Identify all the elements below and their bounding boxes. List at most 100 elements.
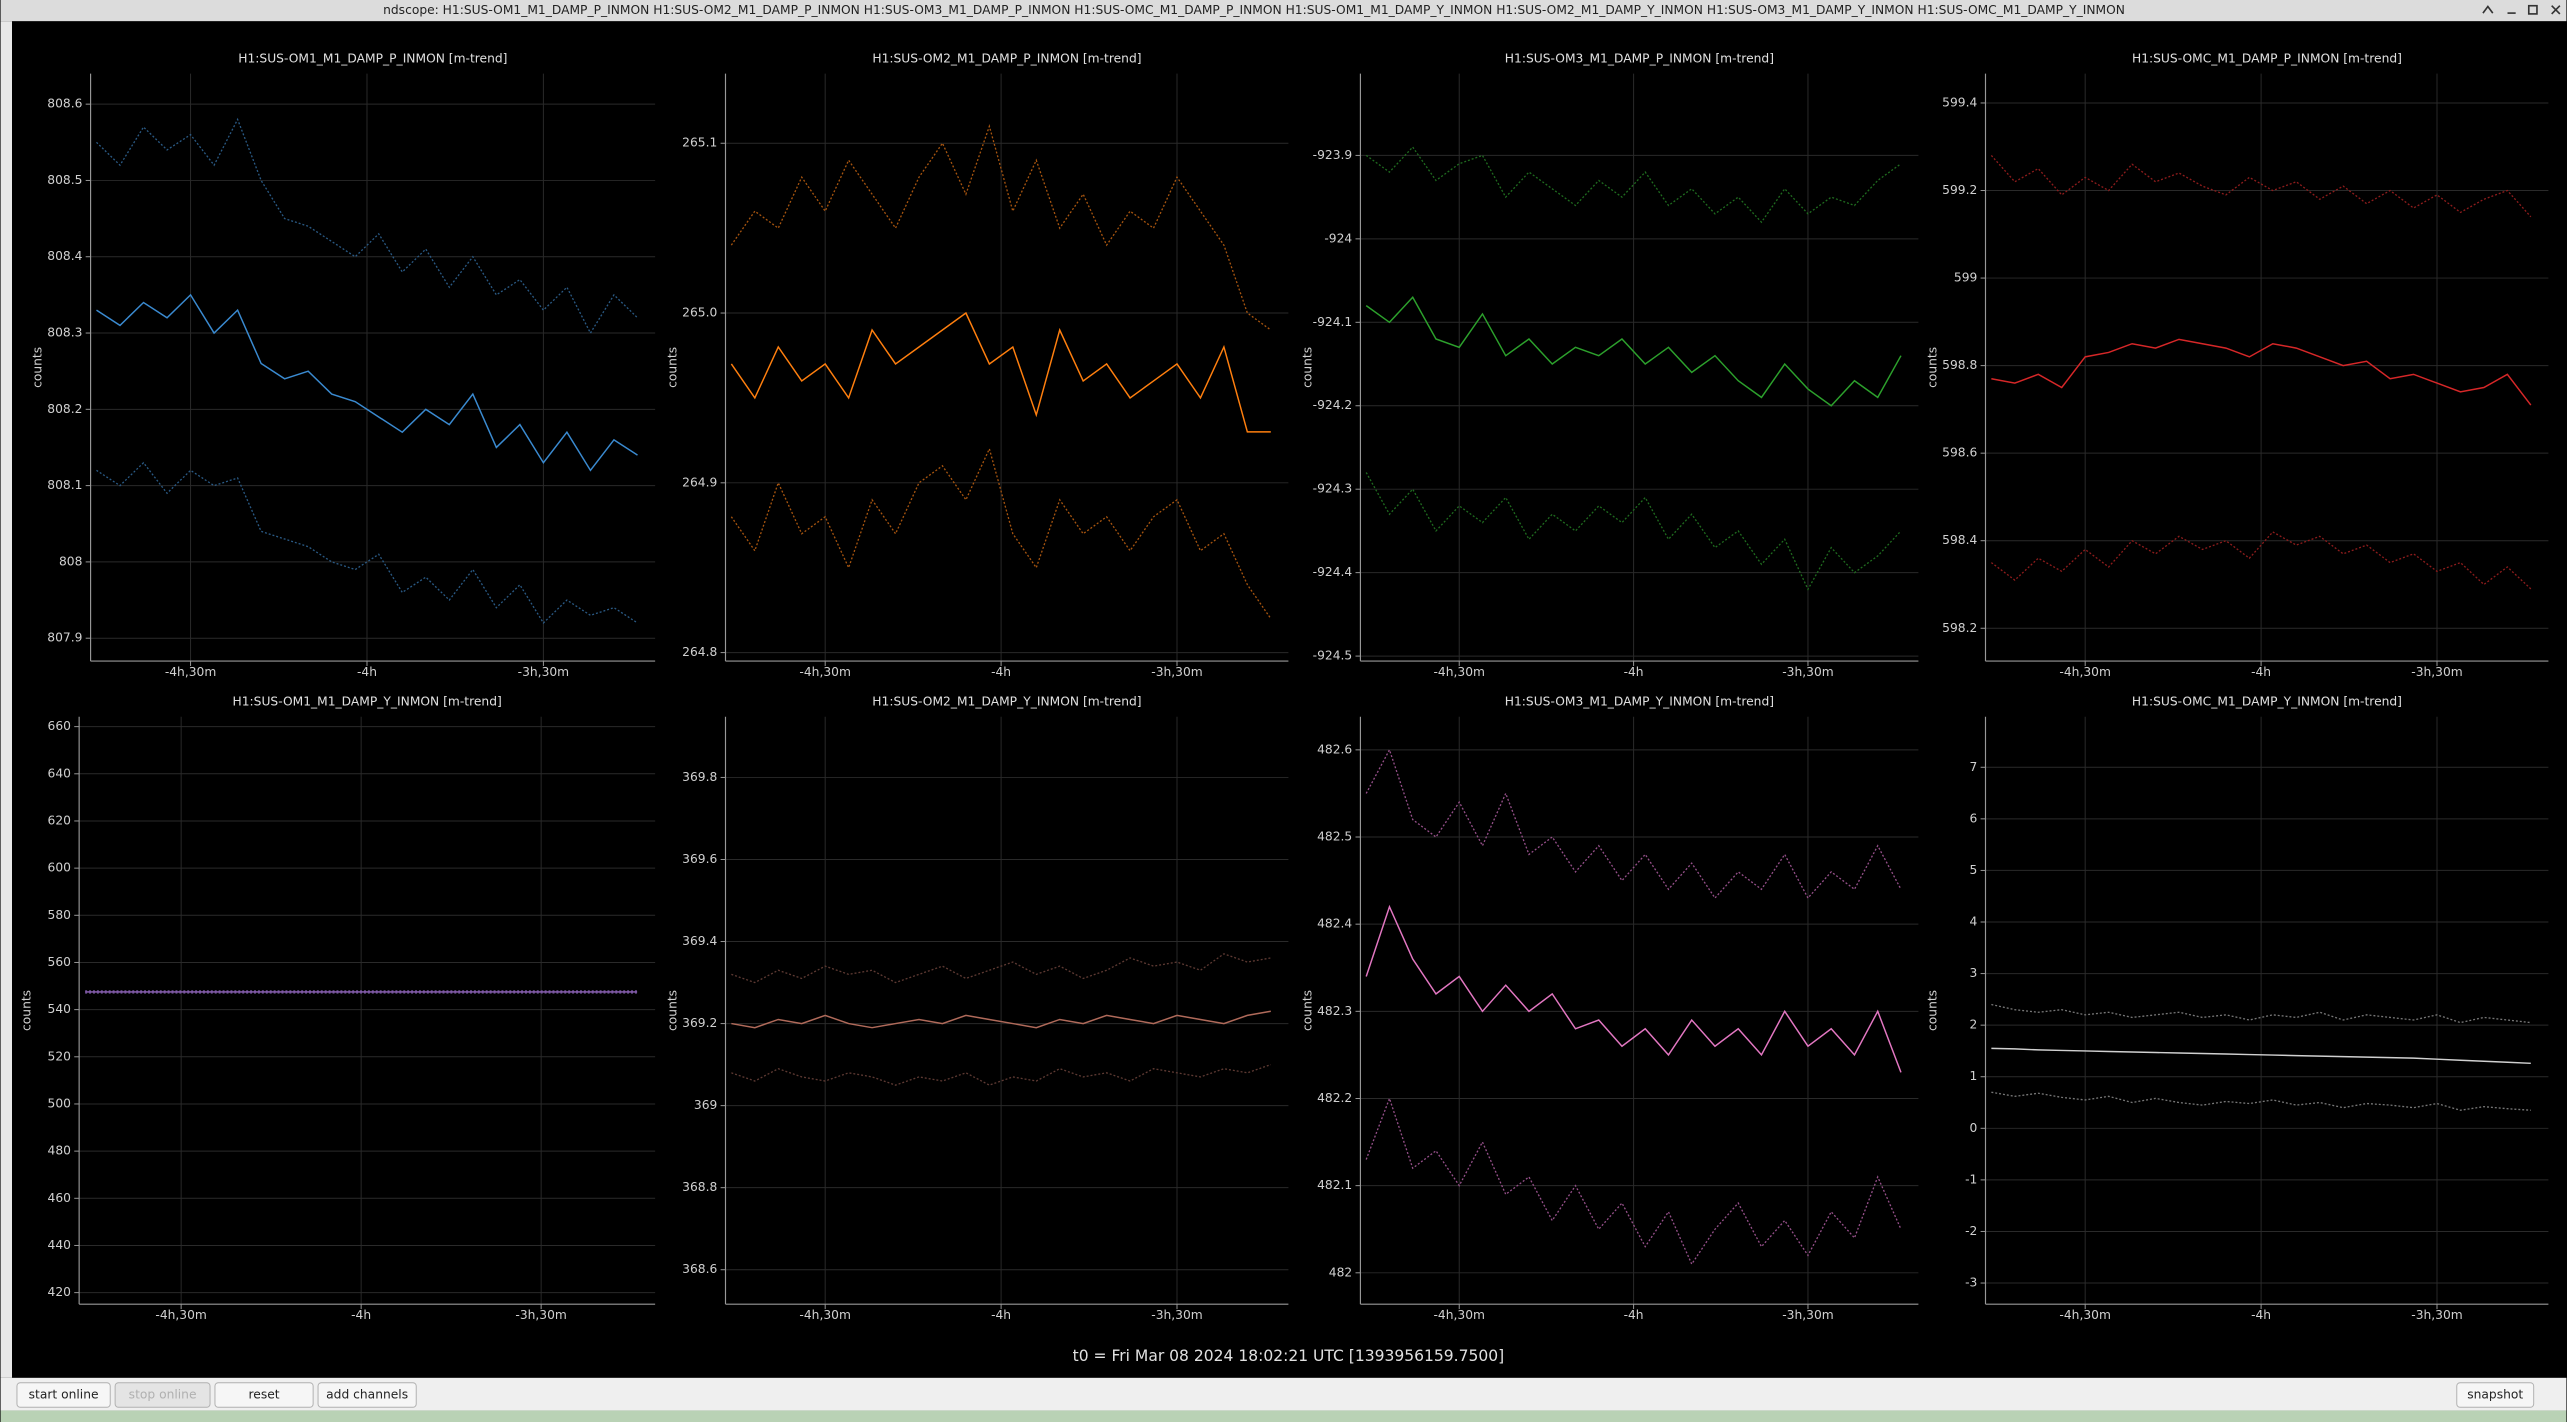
- y-tick-label: 808.1: [47, 478, 82, 492]
- chart-title: H1:SUS-OM3_M1_DAMP_P_INMON [m-trend]: [1505, 51, 1774, 65]
- y-tick-label: 808.3: [47, 326, 82, 340]
- chart-title: H1:SUS-OM3_M1_DAMP_Y_INMON [m-trend]: [1505, 695, 1774, 709]
- y-tick-label: 5: [1970, 863, 1978, 877]
- y-tick-label: 482.5: [1317, 830, 1352, 844]
- y-tick-label: 482.6: [1317, 742, 1352, 756]
- button[interactable]: add channels: [317, 1382, 417, 1408]
- y-tick-label: 264.8: [682, 645, 717, 659]
- y-tick-label: 7: [1970, 760, 1978, 774]
- button-frame[interactable]: [317, 1382, 417, 1408]
- chart-title: H1:SUS-OM1_M1_DAMP_Y_INMON [m-trend]: [233, 695, 502, 709]
- x-tick-label: -3h,30m: [2411, 1308, 2462, 1322]
- window-controls[interactable]: [2482, 4, 2561, 15]
- y-tick-label: 460: [48, 1191, 71, 1205]
- button-frame[interactable]: [214, 1382, 314, 1408]
- y-axis-label: counts: [19, 990, 33, 1031]
- series-line: [1991, 1003, 2531, 1024]
- y-tick-label: 368.8: [682, 1180, 717, 1194]
- y-tick-label: 440: [48, 1238, 71, 1252]
- series-line: [1365, 904, 1902, 1073]
- button[interactable]: reset: [214, 1382, 314, 1408]
- chart-panel: H1:SUS-OM1_M1_DAMP_P_INMON [m-trend] coun…: [31, 51, 656, 679]
- button-frame: [114, 1382, 211, 1408]
- series-line: [1365, 146, 1902, 224]
- x-tick-label: -4h: [1624, 1308, 1644, 1322]
- y-tick-label: 0: [1970, 1121, 1978, 1135]
- series-group: [1991, 1003, 2531, 1111]
- x-tick-label: -4h: [351, 1308, 371, 1322]
- y-tick-label: 598.2: [1942, 621, 1977, 635]
- button-bar: [0, 1377, 2567, 1411]
- chart-panel: H1:SUS-OMC_M1_DAMP_P_INMON [m-trend] coun…: [1926, 51, 2549, 679]
- left-border: [0, 21, 13, 1378]
- series-line: [730, 124, 1272, 331]
- y-tick-label: 599.2: [1942, 183, 1977, 197]
- series-line: [1991, 338, 2532, 406]
- y-tick-label: 369.6: [682, 852, 717, 866]
- button-label[interactable]: snapshot: [2467, 1388, 2523, 1402]
- button-frame[interactable]: [2456, 1382, 2535, 1408]
- y-tick-label: 500: [48, 1096, 71, 1110]
- y-tick-label: 265.1: [682, 136, 717, 150]
- y-tick-label: 598.6: [1942, 446, 1977, 460]
- y-tick-label: 420: [48, 1285, 71, 1299]
- y-tick-label: 580: [48, 908, 71, 922]
- button-label[interactable]: start online: [29, 1388, 99, 1402]
- button: stop online: [114, 1382, 211, 1408]
- y-tick-label: 598.8: [1942, 358, 1977, 372]
- series-line: [1365, 472, 1902, 591]
- y-tick-label: -924.1: [1313, 315, 1353, 329]
- y-axis-label: counts: [1301, 990, 1315, 1031]
- x-tick-label: -4h,30m: [2059, 1308, 2110, 1322]
- button-frame[interactable]: [16, 1382, 111, 1408]
- y-tick-label: 369.8: [682, 770, 717, 784]
- y-tick-label: -924.5: [1313, 649, 1353, 663]
- y-tick-label: 482.4: [1317, 917, 1352, 931]
- chart-panel: H1:SUS-OM3_M1_DAMP_Y_INMON [m-trend] coun…: [1301, 695, 1919, 1322]
- x-tick-label: -4h,30m: [799, 1308, 850, 1322]
- y-axis-label: counts: [1926, 990, 1940, 1031]
- y-tick-label: 6: [1970, 811, 1978, 825]
- series-line: [96, 461, 638, 624]
- x-tick-label: -4h,30m: [1433, 665, 1484, 679]
- y-tick-label: 808.2: [47, 402, 82, 416]
- button-label: stop online: [129, 1388, 197, 1402]
- x-tick-label: -4h,30m: [2059, 665, 2110, 679]
- y-tick-label: 482: [1329, 1265, 1352, 1279]
- y-tick-label: 3: [1970, 966, 1978, 980]
- x-tick-label: -3h,30m: [515, 1308, 566, 1322]
- y-tick-label: 368.6: [682, 1262, 717, 1276]
- chart-title: H1:SUS-OMC_M1_DAMP_P_INMON [m-trend]: [2132, 51, 2402, 65]
- x-tick-label: -4h: [2251, 1308, 2271, 1322]
- y-tick-label: -924.4: [1313, 565, 1353, 579]
- series-group: [85, 990, 638, 994]
- x-tick-label: -3h,30m: [1782, 665, 1833, 679]
- x-tick-label: -4h: [357, 665, 377, 679]
- close-icon[interactable]: [2551, 5, 2561, 15]
- chart-panel: H1:SUS-OM1_M1_DAMP_Y_INMON [m-trend] coun…: [19, 695, 656, 1322]
- y-tick-label: 482.2: [1317, 1091, 1352, 1105]
- series-group: [1365, 748, 1902, 1266]
- button[interactable]: start online: [16, 1382, 111, 1408]
- y-axis-label: counts: [666, 347, 680, 388]
- x-tick-label: -4h: [991, 665, 1011, 679]
- button[interactable]: snapshot: [2456, 1382, 2535, 1408]
- x-tick-label: -3h,30m: [518, 665, 569, 679]
- series-line: [730, 446, 1272, 620]
- y-tick-label: -924.3: [1313, 482, 1353, 496]
- restore-icon[interactable]: [2527, 4, 2538, 15]
- y-tick-label: 808.6: [47, 97, 82, 111]
- x-tick-label: -4h,30m: [165, 665, 216, 679]
- maximize-icon[interactable]: [2482, 5, 2494, 14]
- y-axis-label: counts: [31, 347, 45, 388]
- title-bar: [0, 0, 2567, 22]
- y-tick-label: 369: [694, 1098, 717, 1112]
- series-line: [731, 1063, 1272, 1086]
- y-tick-label: 808.4: [47, 249, 82, 263]
- button-label[interactable]: reset: [249, 1388, 280, 1402]
- button-label[interactable]: add channels: [326, 1388, 408, 1402]
- y-tick-label: 620: [48, 813, 71, 827]
- y-tick-label: 599.4: [1942, 95, 1977, 109]
